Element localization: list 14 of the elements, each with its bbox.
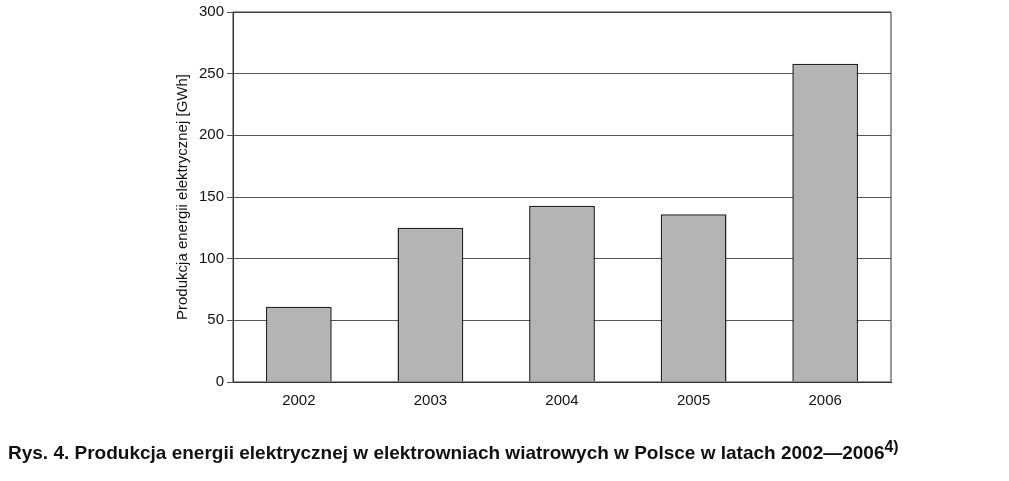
x-tick-label: 2002 <box>282 391 316 409</box>
y-tick-label: 200 <box>199 125 225 143</box>
x-tick-label: 2006 <box>808 391 842 409</box>
y-tick-label: 0 <box>215 372 225 390</box>
x-tick-label: 2003 <box>413 391 448 409</box>
y-tick-label: 100 <box>199 248 225 266</box>
y-tick-label: 300 <box>199 2 225 20</box>
x-tick-label: 2004 <box>545 391 579 409</box>
y-tick-label: 50 <box>207 310 225 328</box>
y-axis-title: Produkcja energii elektrycznej [GWh] <box>173 74 191 320</box>
y-tick-label: 150 <box>199 187 225 205</box>
text: Rys. 4. Produkcja energii elektrycznej w elektrowniach wiatrowych w Polsce w latach 2002—2006$^{4)}$ <box>7 438 900 465</box>
y-tick-label: 250 <box>199 63 225 81</box>
x-tick-label: 2005 <box>676 391 711 409</box>
